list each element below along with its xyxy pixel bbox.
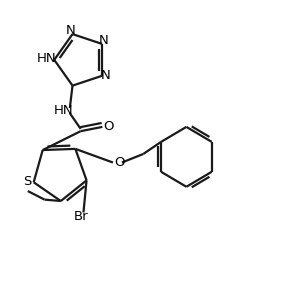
Text: N: N <box>101 69 110 82</box>
Text: O: O <box>103 120 114 133</box>
Text: O: O <box>114 156 124 169</box>
Text: N: N <box>99 34 108 47</box>
Text: S: S <box>23 175 32 188</box>
Text: N: N <box>66 24 76 37</box>
Text: Br: Br <box>74 210 89 223</box>
Text: HN: HN <box>37 52 56 65</box>
Text: HN: HN <box>54 104 73 117</box>
